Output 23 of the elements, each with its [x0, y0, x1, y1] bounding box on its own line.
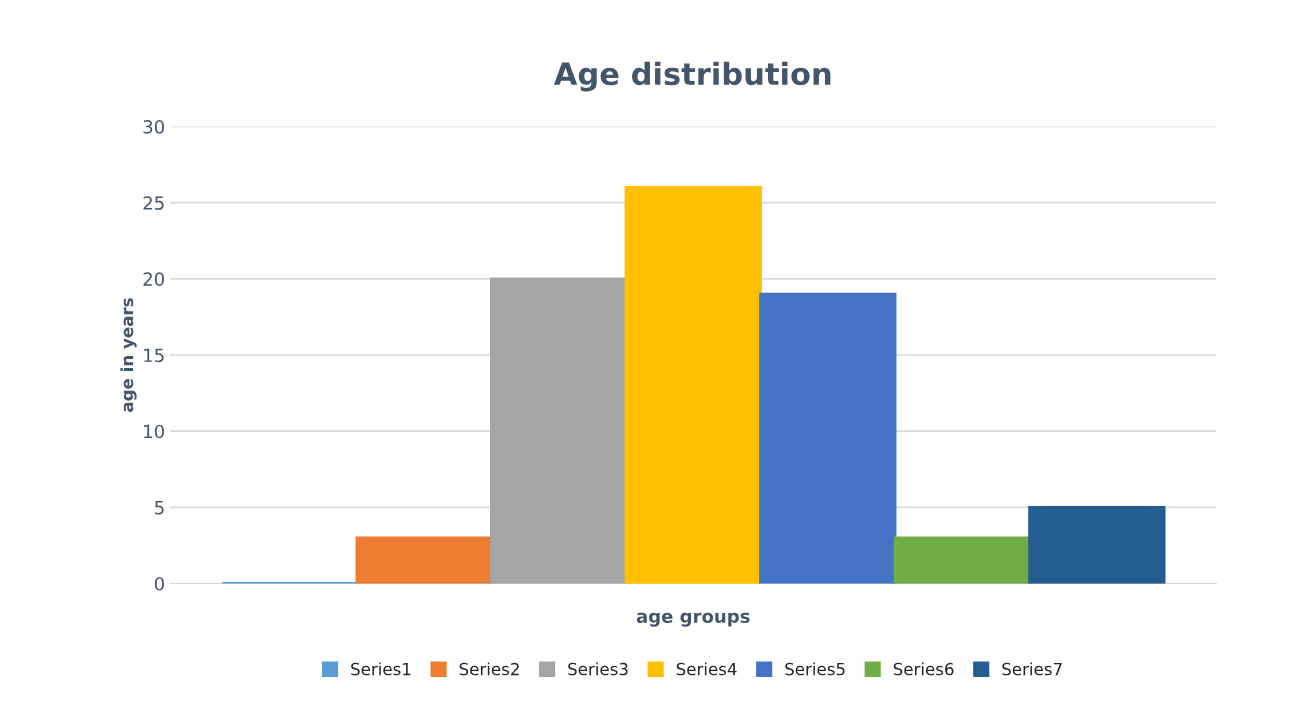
chart-title: Age distribution — [553, 61, 831, 92]
y-tick-label: 20 — [143, 272, 164, 286]
y-tick-label: 15 — [144, 348, 164, 363]
legend-label: Series1 — [351, 662, 411, 676]
legend-label: Series3 — [568, 662, 628, 676]
bar — [893, 536, 1031, 584]
x-axis-title: age groups — [636, 612, 750, 627]
legend-label: Series4 — [676, 662, 737, 676]
bar — [490, 277, 628, 584]
bar — [355, 536, 493, 584]
y-tick-label: 25 — [143, 196, 164, 210]
bar — [624, 186, 762, 584]
legend-label: Series2 — [459, 662, 519, 676]
bar — [759, 292, 897, 584]
legend-label: Series5 — [785, 662, 845, 676]
y-tick-label: 10 — [144, 424, 164, 439]
y-tick-label: 30 — [143, 120, 164, 134]
legend-label: Series7 — [1002, 662, 1062, 676]
legend-label: Series6 — [893, 662, 954, 676]
bar — [1028, 505, 1166, 584]
y-tick-label: 5 — [155, 501, 164, 515]
y-axis-title: age in years — [120, 298, 137, 412]
y-tick-label: 0 — [154, 576, 164, 591]
